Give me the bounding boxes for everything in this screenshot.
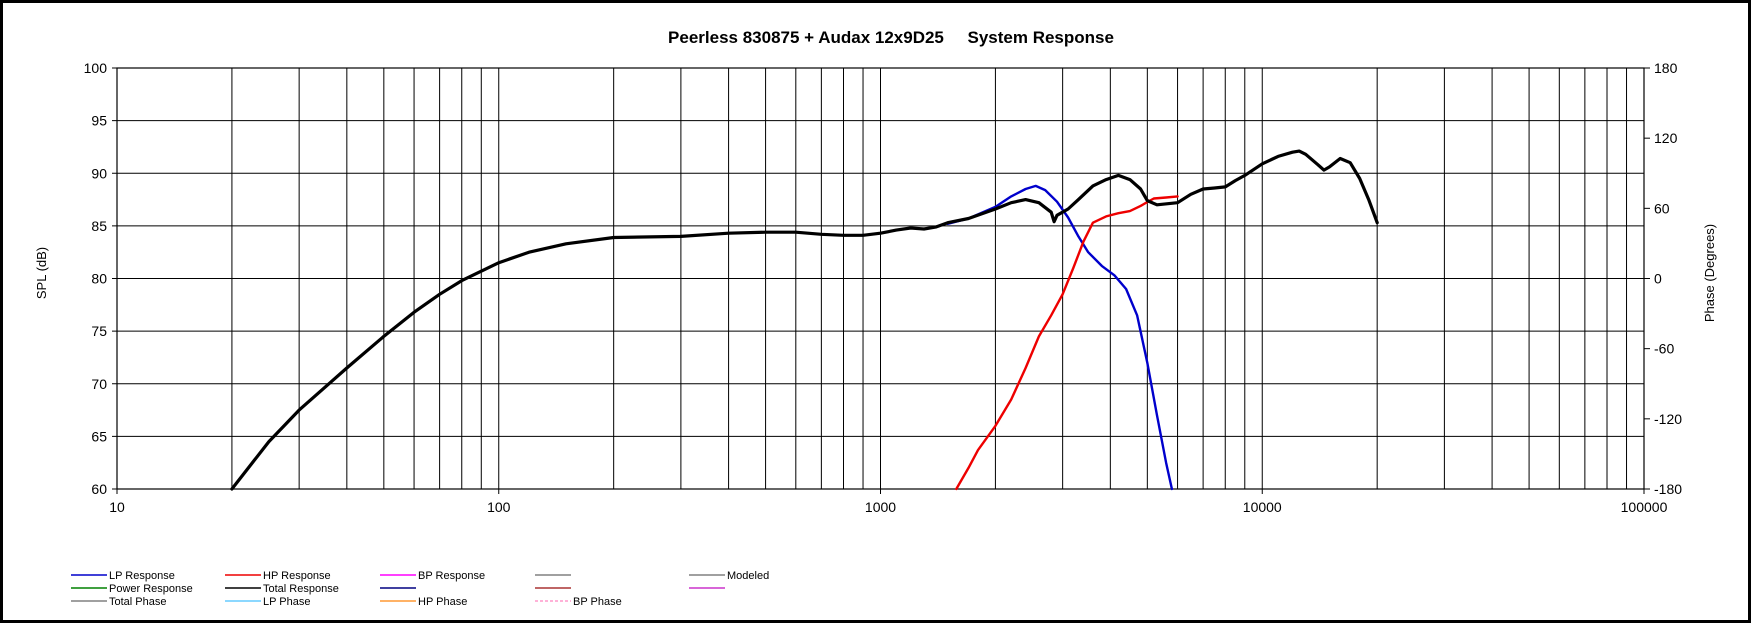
y2-tick-label: -60	[1654, 341, 1674, 357]
y-axis-label: SPL (dB)	[34, 247, 49, 299]
y2-tick-label: -120	[1654, 411, 1682, 427]
y-tick-label: 90	[91, 165, 107, 181]
legend-label: BP Phase	[573, 596, 622, 608]
legend-item: Modeled	[689, 570, 769, 582]
x-tick-label: 10000	[1243, 499, 1282, 515]
legend-label: Power Response	[109, 583, 193, 595]
legend-label: HP Response	[263, 570, 331, 582]
x-tick-label: 10	[109, 499, 125, 515]
legend-label: LP Response	[109, 570, 175, 582]
y-tick-label: 80	[91, 271, 107, 287]
lp-response-line	[946, 184, 1174, 491]
x-tick-label: 100000	[1621, 499, 1668, 515]
legend-label: Total Response	[263, 583, 339, 595]
legend-item: Total Response	[225, 583, 339, 595]
hp-response-line	[955, 195, 1179, 491]
y2-axis-label: Phase (Degrees)	[1702, 224, 1717, 322]
y-tick-label: 95	[91, 113, 107, 129]
legend-item: HP Response	[225, 570, 331, 582]
legend-item: LP Response	[71, 570, 175, 582]
y2-tick-label: 180	[1654, 60, 1678, 76]
y2-tick-label: 120	[1654, 130, 1678, 146]
legend-label: Modeled	[727, 570, 769, 582]
axes: 60 65 70 75 80 85 90 95 100 -180 -120 -60 0 60 120 180 1…	[84, 60, 1683, 515]
y-tick-label: 60	[91, 481, 107, 497]
chart-title: Peerless 830875 + Audax 12x9D25 System R…	[668, 28, 1114, 47]
legend-label: Total Phase	[109, 596, 166, 608]
system-response-chart: Peerless 830875 + Audax 12x9D25 System R…	[34, 28, 1717, 608]
y2-tick-label: -180	[1654, 481, 1682, 497]
x-tick-label: 100	[487, 499, 511, 515]
legend-item: LP Phase	[225, 596, 311, 608]
total-response-line	[230, 149, 1379, 491]
legend-label: HP Phase	[418, 596, 467, 608]
data-series	[230, 149, 1379, 491]
y-tick-label: 70	[91, 376, 107, 392]
legend-item: BP Phase	[535, 596, 622, 608]
legend-label: BP Response	[418, 570, 485, 582]
y-tick-label: 75	[91, 323, 107, 339]
y-tick-label: 100	[84, 60, 108, 76]
legend-label: LP Phase	[263, 596, 311, 608]
legend-item: Power Response	[71, 583, 193, 595]
y-tick-label: 65	[91, 428, 107, 444]
legend: LP Response HP Response BP Response Modeled…	[71, 570, 769, 608]
legend-item: BP Response	[380, 570, 485, 582]
legend-item: Total Phase	[71, 596, 166, 608]
legend-item: HP Phase	[380, 596, 467, 608]
y2-tick-label: 60	[1654, 200, 1670, 216]
y-tick-label: 85	[91, 218, 107, 234]
x-tick-label: 1000	[865, 499, 896, 515]
y2-tick-label: 0	[1654, 271, 1662, 287]
grid-lines	[116, 67, 1645, 490]
